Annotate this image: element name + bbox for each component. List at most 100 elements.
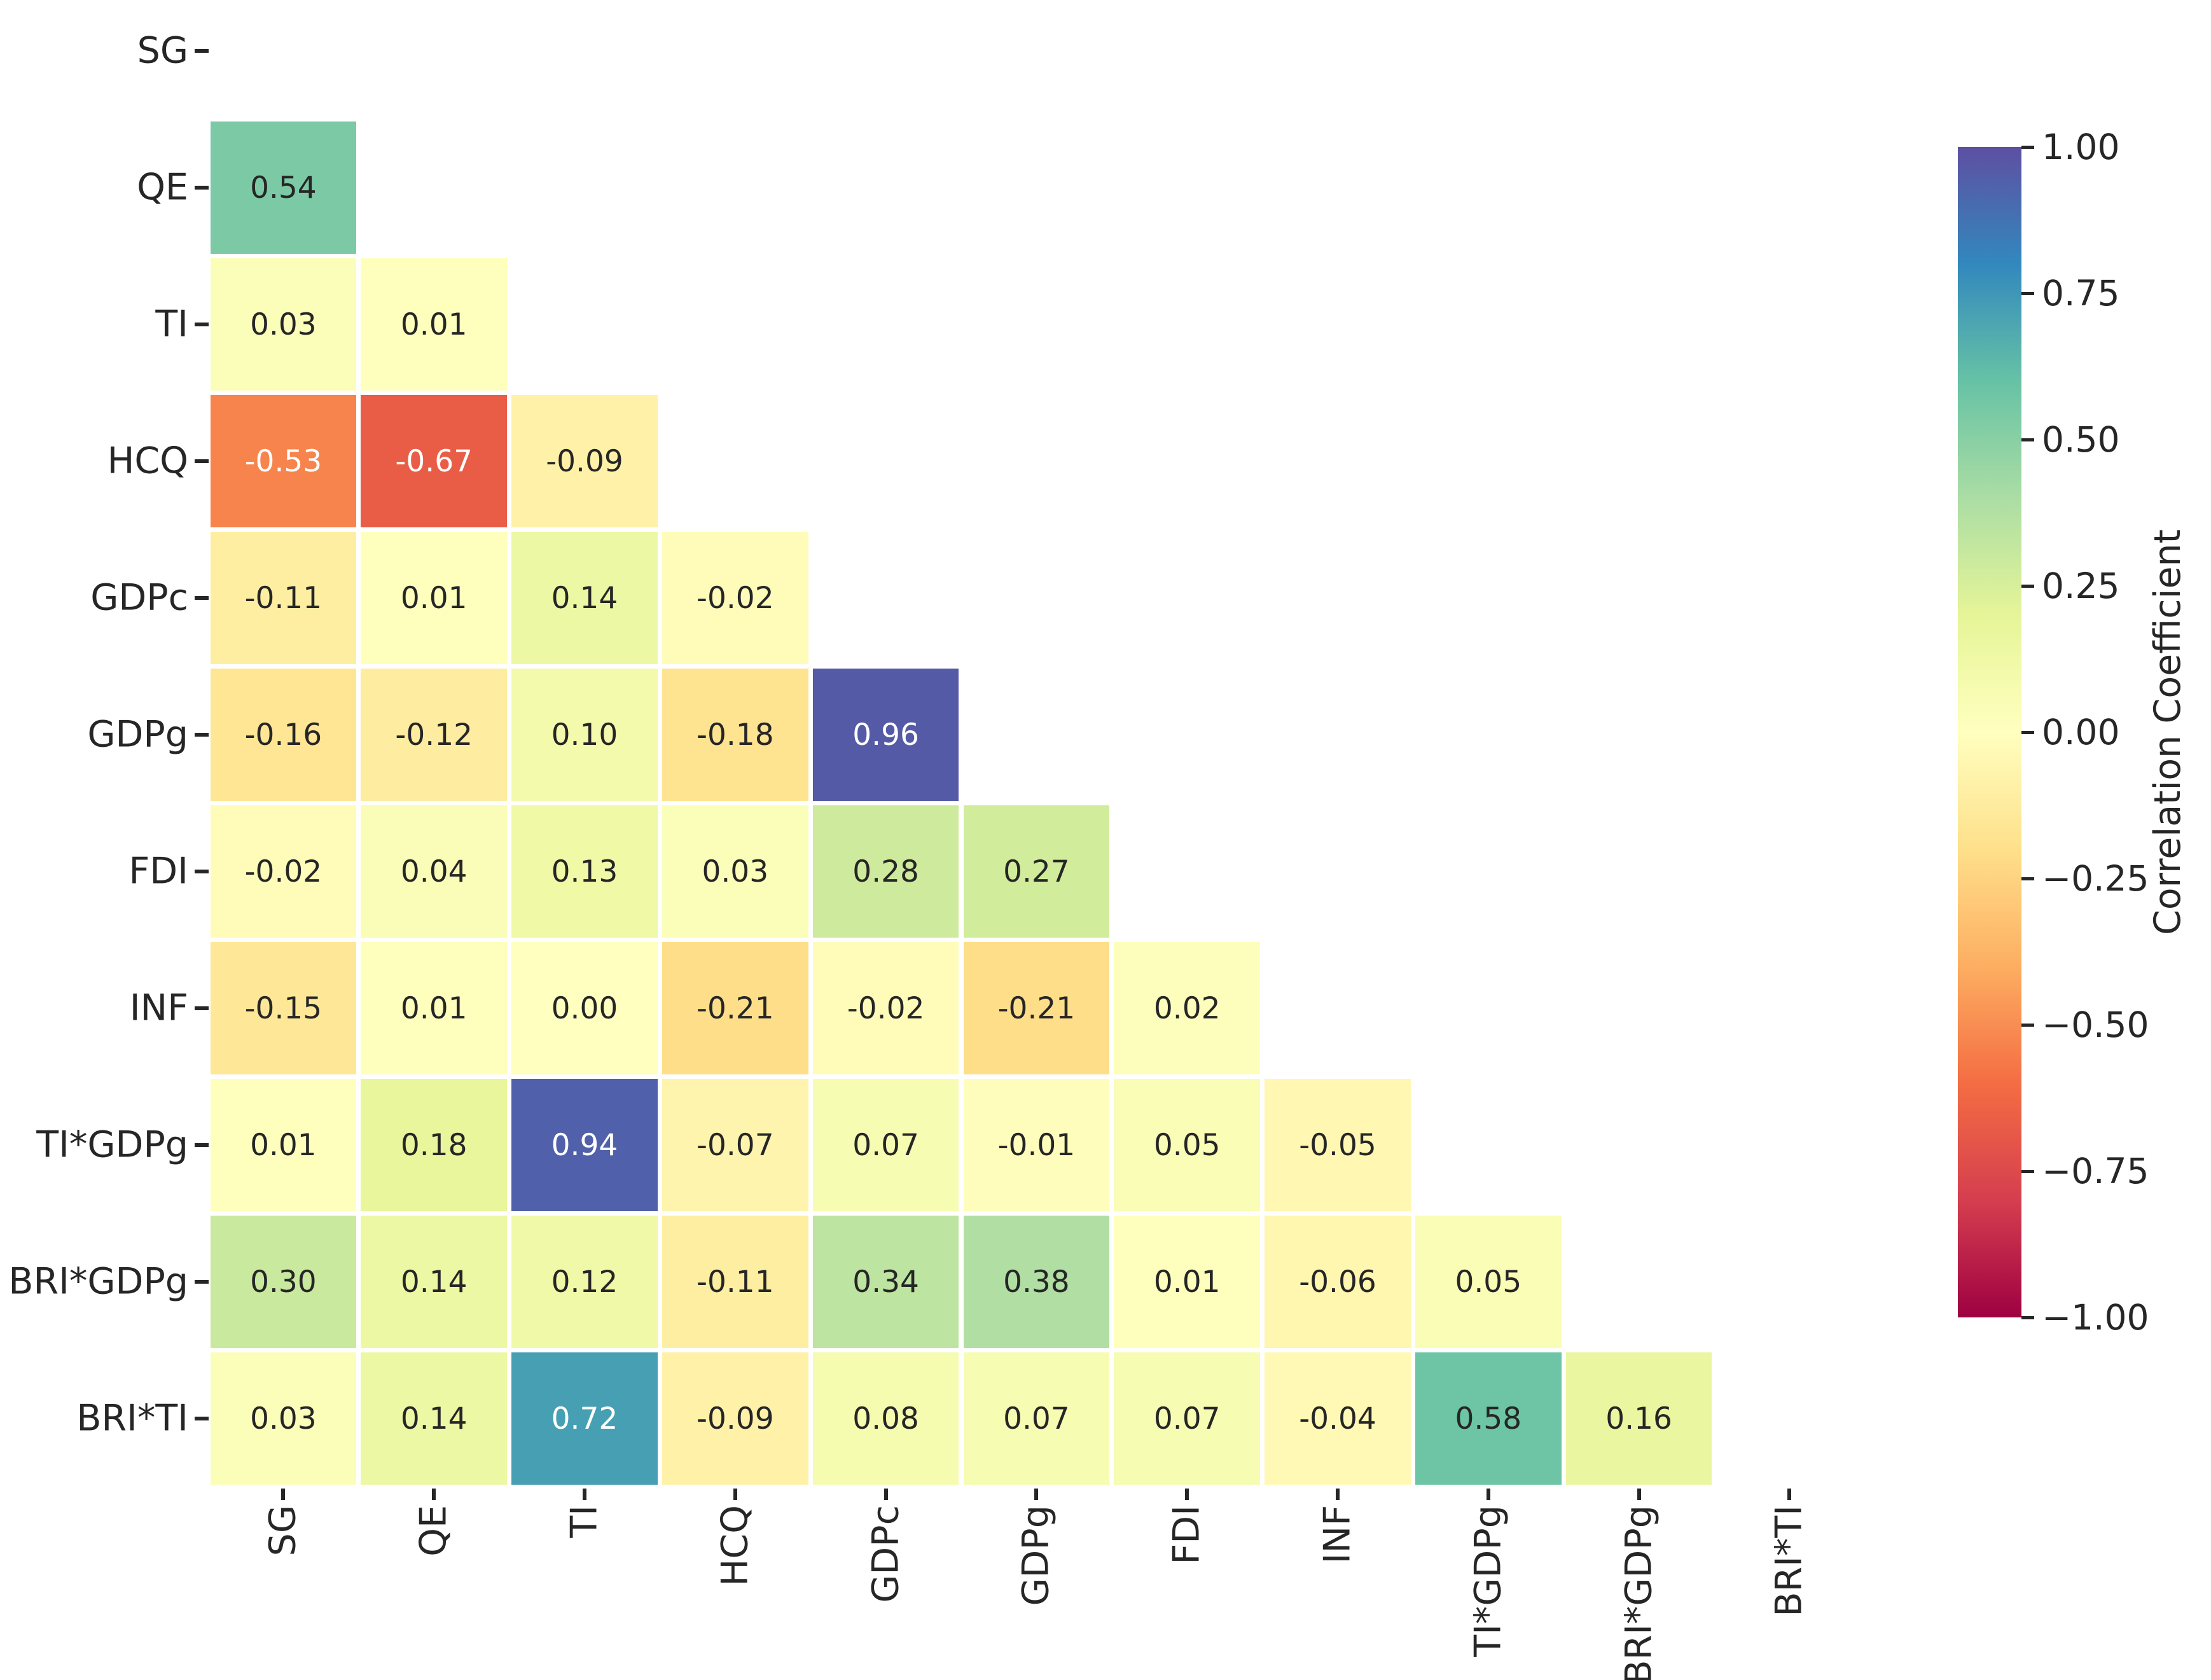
- heatmap-cell-INF-HCQ: -0.21: [662, 942, 808, 1074]
- heatmap-cell-value: 0.14: [400, 1401, 468, 1436]
- x-axis-label-SG: SG: [262, 1505, 305, 1557]
- heatmap-cell-value: 0.01: [400, 307, 468, 342]
- heatmap-cell-FDI-TI: 0.13: [511, 805, 658, 938]
- heatmap-cell-value: 0.07: [852, 1127, 919, 1163]
- heatmap-cell-BRI*GDPg-GDPg: 0.38: [963, 1216, 1110, 1348]
- heatmap-cell-value: -0.04: [1299, 1401, 1376, 1436]
- heatmap-cell-value: 0.96: [852, 717, 919, 753]
- y-axis-label-BRI*TI: BRI*TI: [76, 1397, 188, 1440]
- y-axis-label-FDI: FDI: [128, 850, 189, 892]
- heatmap-cell-TI*GDPg-INF: -0.05: [1265, 1079, 1411, 1211]
- x-axis-tick: [1034, 1489, 1039, 1500]
- y-axis-label-HCQ: HCQ: [107, 440, 188, 482]
- heatmap-cell-TI*GDPg-QE: 0.18: [361, 1079, 508, 1211]
- heatmap-cell-BRI*GDPg-GDPc: 0.34: [812, 1216, 959, 1348]
- heatmap-cell-BRI*GDPg-TI*GDPg: 0.05: [1415, 1216, 1562, 1348]
- colorbar-tick: [2021, 877, 2034, 880]
- heatmap-cell-value: 0.03: [250, 307, 317, 342]
- heatmap-cell-value: 0.10: [551, 717, 618, 753]
- x-axis-tick: [1787, 1489, 1792, 1500]
- heatmap-cell-BRI*TI-TI: 0.72: [511, 1352, 658, 1485]
- heatmap-cell-BRI*GDPg-QE: 0.14: [361, 1216, 508, 1348]
- heatmap-cell-value: -0.07: [696, 1127, 774, 1163]
- x-axis-label-QE: QE: [412, 1505, 455, 1557]
- heatmap-cell-value: 0.18: [400, 1127, 468, 1163]
- heatmap-cell-value: -0.11: [696, 1264, 774, 1300]
- heatmap-cell-value: 0.30: [250, 1264, 317, 1300]
- x-axis-tick: [432, 1489, 436, 1500]
- y-axis-tick: [195, 49, 209, 53]
- heatmap-cell-value: -0.02: [244, 854, 322, 889]
- colorbar-tick-label: −1.00: [2042, 1296, 2149, 1338]
- heatmap-cell-value: 0.58: [1455, 1401, 1522, 1436]
- colorbar-tick-label: 1.00: [2042, 126, 2120, 167]
- heatmap-cell-value: -0.15: [244, 990, 322, 1026]
- colorbar-gradient: [1958, 147, 2021, 1317]
- heatmap-cell-value: 0.07: [1003, 1401, 1070, 1436]
- x-axis-tick: [1486, 1489, 1490, 1500]
- heatmap-cell-INF-GDPc: -0.02: [812, 942, 959, 1074]
- y-axis-tick: [195, 1280, 209, 1284]
- heatmap-cell-value: -0.01: [997, 1127, 1076, 1163]
- x-axis-label-TI*GDPg: TI*GDPg: [1467, 1505, 1509, 1657]
- heatmap-cell-value: 0.27: [1003, 854, 1070, 889]
- heatmap-cell-BRI*TI-FDI: 0.07: [1114, 1352, 1261, 1485]
- x-axis-label-INF: INF: [1316, 1505, 1359, 1564]
- heatmap-cell-INF-SG: -0.15: [210, 942, 357, 1074]
- colorbar-label: Correlation Coefficient: [2147, 529, 2189, 935]
- heatmap-cell-value: 0.03: [702, 854, 769, 889]
- x-axis-label-HCQ: HCQ: [714, 1505, 756, 1586]
- heatmap-cell-value: 0.03: [250, 1401, 317, 1436]
- heatmap-cell-value: 0.04: [400, 854, 468, 889]
- heatmap-cell-BRI*GDPg-TI: 0.12: [511, 1216, 658, 1348]
- x-axis-label-GDPc: GDPc: [864, 1505, 907, 1603]
- heatmap-cell-GDPg-SG: -0.16: [210, 669, 357, 801]
- heatmap-cell-value: -0.02: [696, 580, 774, 616]
- heatmap-cell-TI*GDPg-GDPg: -0.01: [963, 1079, 1110, 1211]
- x-axis-tick: [884, 1489, 888, 1500]
- x-axis-label-FDI: FDI: [1165, 1505, 1208, 1565]
- x-axis-tick: [733, 1489, 737, 1500]
- heatmap-cell-value: -0.02: [847, 990, 925, 1026]
- colorbar-tick: [2021, 291, 2034, 295]
- y-axis-label-INF: INF: [129, 987, 188, 1029]
- heatmap-cell-value: 0.28: [852, 854, 919, 889]
- colorbar-tick-label: 0.75: [2042, 272, 2120, 314]
- heatmap-cell-value: 0.01: [1153, 1264, 1221, 1300]
- heatmap-cell-value: -0.05: [1299, 1127, 1376, 1163]
- heatmap-cell-TI*GDPg-GDPc: 0.07: [812, 1079, 959, 1211]
- colorbar-tick-label: 0.50: [2042, 419, 2120, 460]
- colorbar-tick-label: −0.25: [2042, 857, 2149, 899]
- colorbar-tick-label: −0.50: [2042, 1004, 2149, 1045]
- y-axis-label-BRI*GDPg: BRI*GDPg: [8, 1260, 188, 1303]
- heatmap-cell-value: 0.12: [551, 1264, 618, 1300]
- heatmap-cell-value: 0.00: [551, 990, 618, 1026]
- x-axis-tick: [281, 1489, 286, 1500]
- heatmap-cell-FDI-GDPg: 0.27: [963, 805, 1110, 938]
- heatmap-cell-TI-SG: 0.03: [210, 258, 357, 391]
- heatmap-cell-value: 0.72: [551, 1401, 618, 1436]
- colorbar-tick: [2021, 1023, 2034, 1027]
- heatmap-cell-value: -0.09: [696, 1401, 774, 1436]
- heatmap-cell-value: 0.14: [400, 1264, 468, 1300]
- heatmap-cell-value: 0.38: [1003, 1264, 1070, 1300]
- heatmap-cell-value: 0.13: [551, 854, 618, 889]
- heatmap-cell-BRI*TI-BRI*GDPg: 0.16: [1565, 1352, 1712, 1485]
- heatmap-cell-BRI*GDPg-FDI: 0.01: [1114, 1216, 1261, 1348]
- heatmap-cell-value: 0.05: [1153, 1127, 1221, 1163]
- colorbar-tick: [2021, 730, 2034, 734]
- heatmap-cell-value: 0.54: [250, 170, 317, 205]
- heatmap-cell-BRI*TI-INF: -0.04: [1265, 1352, 1411, 1485]
- colorbar-tick-label: −0.75: [2042, 1150, 2149, 1191]
- y-axis-tick: [195, 870, 209, 873]
- heatmap-cell-value: 0.34: [852, 1264, 919, 1300]
- y-axis-tick: [195, 733, 209, 737]
- heatmap-cell-value: 0.05: [1455, 1264, 1522, 1300]
- heatmap-cell-value: 0.07: [1153, 1401, 1221, 1436]
- heatmap-cell-BRI*TI-TI*GDPg: 0.58: [1415, 1352, 1562, 1485]
- heatmap-cell-INF-GDPg: -0.21: [963, 942, 1110, 1074]
- heatmap-cell-value: -0.21: [997, 990, 1076, 1026]
- x-axis-tick: [1637, 1489, 1641, 1500]
- heatmap-cell-TI-QE: 0.01: [361, 258, 508, 391]
